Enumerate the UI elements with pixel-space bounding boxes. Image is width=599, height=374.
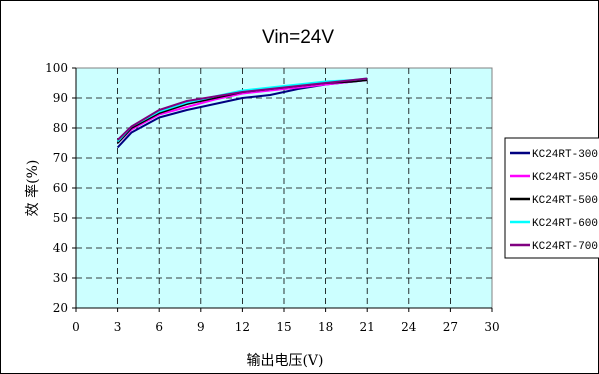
x-tick-label: 27 xyxy=(443,320,458,334)
x-axis-label: 输出电压(V) xyxy=(246,353,323,369)
x-tick-label: 0 xyxy=(72,320,80,334)
y-tick-label: 70 xyxy=(53,151,68,165)
x-tick-label: 9 xyxy=(197,320,205,334)
y-tick-label: 60 xyxy=(53,181,68,195)
legend: KC24RT-300 KC24RT-350 KC24RT-500 KC24RT-600… xyxy=(504,137,599,259)
x-tick-label: 18 xyxy=(318,320,333,334)
chart-title: Vin=24V xyxy=(262,27,334,48)
grid-lines xyxy=(76,68,492,308)
x-tick-label: 30 xyxy=(484,320,499,334)
y-tick-label: 30 xyxy=(53,271,68,285)
legend-label: KC24RT-600 xyxy=(532,218,598,230)
legend-label: KC24RT-300 xyxy=(532,149,598,161)
y-tick-label: 90 xyxy=(53,91,68,105)
legend-label: KC24RT-350 xyxy=(532,172,598,184)
series-line-kc24rt-700 xyxy=(116,77,368,141)
y-tick-label: 100 xyxy=(45,61,68,75)
x-tick-label: 24 xyxy=(401,320,417,334)
y-tick-label: 50 xyxy=(53,211,68,225)
tick-labels: 20 30 40 50 60 70 80 90 100 0 3 6 9 12 15 18 21 24 27 30 xyxy=(45,61,500,334)
y-tick-label: 20 xyxy=(53,301,68,315)
x-tick-label: 3 xyxy=(114,320,122,334)
series-lines xyxy=(116,77,368,149)
y-axis-label: 效 率(%) xyxy=(24,160,41,217)
legend-label: KC24RT-700 xyxy=(532,241,598,253)
legend-label: KC24RT-500 xyxy=(532,195,598,207)
x-tick-label: 6 xyxy=(155,320,163,334)
y-tick-label: 80 xyxy=(53,121,68,135)
x-tick-label: 21 xyxy=(360,320,375,334)
y-tick-label: 40 xyxy=(53,241,68,255)
x-tick-label: 12 xyxy=(235,320,250,334)
x-tick-label: 15 xyxy=(276,320,291,334)
